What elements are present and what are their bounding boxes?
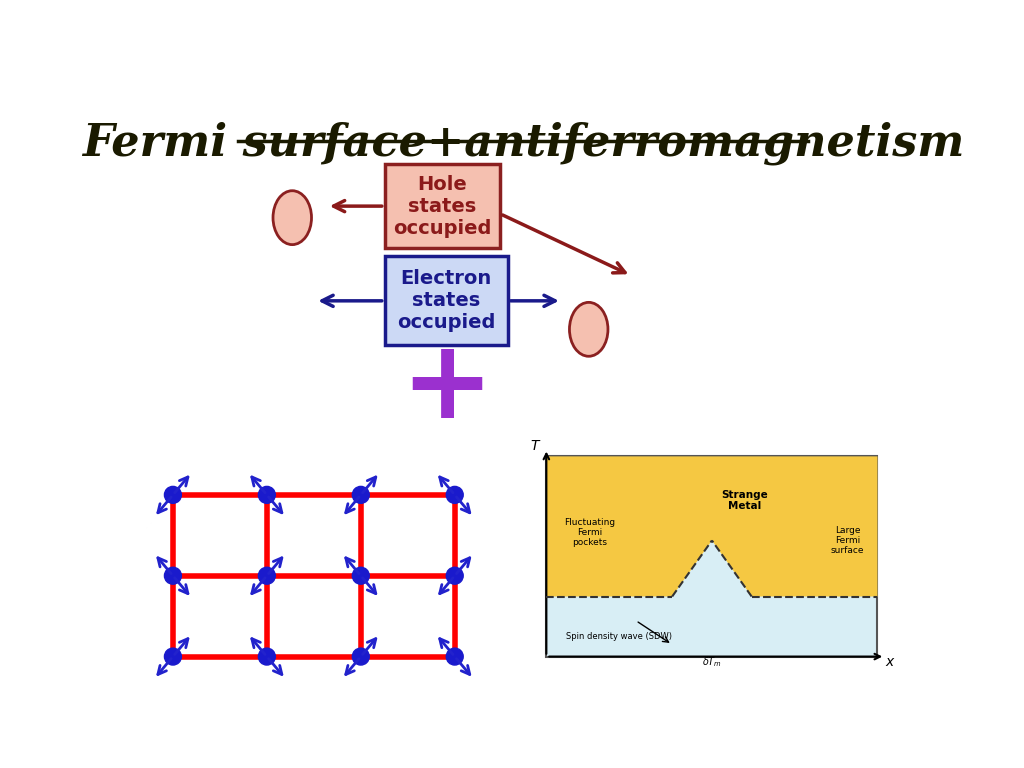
Text: Electron
states
occupied: Electron states occupied <box>397 269 496 332</box>
Text: Hole
states
occupied: Hole states occupied <box>393 174 492 237</box>
Text: +: + <box>399 333 493 441</box>
Text: Large
Fermi
surface: Large Fermi surface <box>830 525 864 555</box>
Text: x: x <box>885 655 893 669</box>
Ellipse shape <box>273 190 311 245</box>
Circle shape <box>258 486 275 503</box>
Text: Fluctuating
Fermi
pockets: Fluctuating Fermi pockets <box>564 518 615 548</box>
Circle shape <box>165 648 181 665</box>
Text: $\delta T_m$: $\delta T_m$ <box>701 655 722 669</box>
Circle shape <box>258 648 275 665</box>
Circle shape <box>165 568 181 584</box>
Circle shape <box>446 486 463 503</box>
Circle shape <box>258 568 275 584</box>
Text: Strange
Metal: Strange Metal <box>722 490 768 511</box>
Text: T: T <box>530 439 539 452</box>
Text: Fermi surface+antiferromagnetism: Fermi surface+antiferromagnetism <box>82 121 965 165</box>
FancyBboxPatch shape <box>385 257 508 345</box>
Circle shape <box>446 568 463 584</box>
Circle shape <box>352 568 370 584</box>
Circle shape <box>165 486 181 503</box>
Polygon shape <box>547 456 878 597</box>
Text: Spin density wave (SDW): Spin density wave (SDW) <box>566 632 672 641</box>
Circle shape <box>352 486 370 503</box>
FancyBboxPatch shape <box>547 456 878 657</box>
Circle shape <box>446 648 463 665</box>
Ellipse shape <box>569 303 608 356</box>
FancyBboxPatch shape <box>385 164 500 249</box>
Circle shape <box>352 648 370 665</box>
